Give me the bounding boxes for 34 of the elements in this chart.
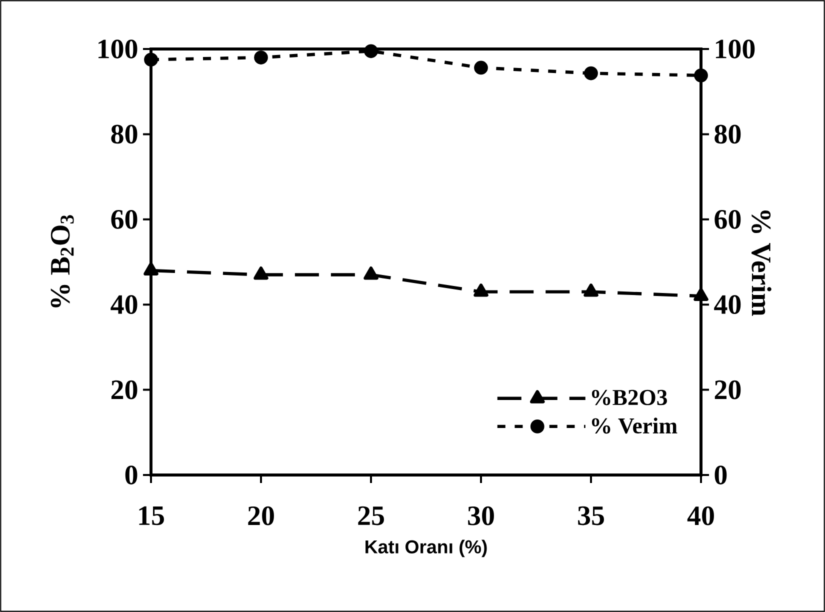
y-tick-label: 100 [98, 40, 138, 58]
y-tick-label: 40 [110, 295, 138, 314]
x-tick-label: 30 [468, 506, 494, 526]
y2-axis-title: % Verim [752, 210, 772, 316]
y2-tick-label: 100 [716, 40, 755, 58]
legend-label: % Verim [592, 418, 678, 434]
y-tick-label: 20 [111, 380, 138, 400]
point [584, 66, 598, 80]
x-tick-label: 40 [687, 506, 714, 526]
y2-tick-label: 40 [714, 295, 741, 314]
x-tick-label: 15 [139, 506, 164, 526]
point [584, 284, 598, 297]
point [254, 50, 268, 64]
point [144, 52, 158, 67]
point [474, 284, 488, 297]
point [694, 68, 708, 82]
y2-tick-label: 60 [714, 210, 741, 229]
point [364, 44, 378, 58]
y-tick-label: 80 [111, 124, 138, 144]
y-tick-label: 60 [111, 210, 138, 229]
point [364, 266, 378, 280]
point [474, 60, 488, 75]
x-tick-label: 20 [248, 506, 274, 526]
x-axis-title: Katı Oranı (%) [366, 540, 487, 558]
y-axis-title: % B$_{2}$O$_{3}$ [50, 215, 74, 308]
x-tick-label: 35 [578, 506, 604, 526]
point [144, 262, 158, 276]
y2-tick-label: 20 [714, 380, 741, 400]
legend-label: %B2O3 [592, 390, 667, 406]
x-tick-label: 25 [358, 506, 384, 526]
y-tick-label: 0 [125, 466, 138, 484]
y2-tick-label: 0 [714, 466, 727, 484]
y2-tick-label: 80 [714, 124, 741, 144]
point [254, 266, 268, 280]
